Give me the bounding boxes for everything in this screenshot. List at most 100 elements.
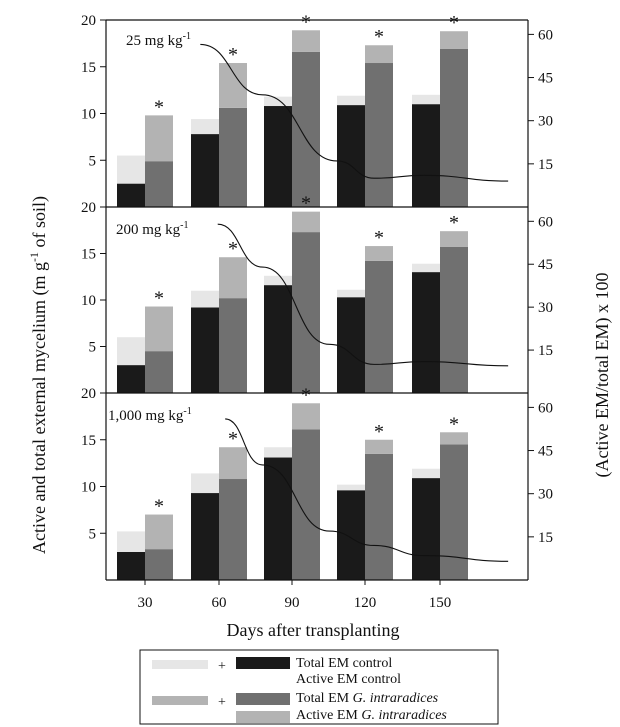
legend-label-active-gi-italic: G. intraradices bbox=[361, 708, 447, 723]
bar-active-control bbox=[264, 96, 292, 107]
left-tick-label: 5 bbox=[89, 153, 97, 169]
axes-layer: 5 10 15 20 15 30 45 60 5 10 15 20 15 30 45 60 5 10 15 20 15 3… bbox=[81, 13, 553, 611]
bar-total-gi bbox=[145, 549, 173, 580]
right-tick-label: 15 bbox=[538, 343, 553, 359]
bar-active-control bbox=[337, 289, 365, 298]
left-tick-label: 15 bbox=[81, 247, 96, 263]
left-tick-label: 20 bbox=[81, 200, 96, 216]
significance-star: * bbox=[154, 496, 164, 518]
y-axis-left-title-sup: -1 bbox=[27, 252, 41, 262]
x-tick-label: 60 bbox=[212, 595, 227, 611]
bar-active-gi bbox=[145, 514, 173, 550]
right-tick-label: 45 bbox=[538, 257, 553, 273]
panel-label-main: 1,000 mg kg bbox=[108, 408, 184, 424]
panel-label-sup: -1 bbox=[183, 31, 191, 42]
legend-swatch-active-control bbox=[152, 660, 208, 669]
panel-label-main: 200 mg kg bbox=[116, 222, 181, 238]
bar-total-gi bbox=[145, 351, 173, 393]
right-tick-label: 30 bbox=[538, 487, 553, 503]
bar-active-control bbox=[117, 155, 145, 184]
bar-active-control bbox=[117, 337, 145, 366]
bar-total-control bbox=[264, 457, 292, 580]
bar-active-gi bbox=[145, 306, 173, 352]
bar-total-gi bbox=[365, 260, 393, 393]
panels-layer: *****25 mg kg-1*****200 mg kg-1**** *1,00… bbox=[108, 11, 509, 580]
labels-layer: Days after transplanting Active and tota… bbox=[27, 196, 613, 640]
x-tick-label: 120 bbox=[354, 595, 377, 611]
y-axis-right-title: (Active EM/total EM) x 100 bbox=[592, 273, 613, 478]
bar-total-gi bbox=[292, 429, 320, 580]
bar-total-gi bbox=[145, 161, 173, 207]
significance-star: * bbox=[228, 428, 238, 450]
y-axis-left-title-main: Active and total external mycelium (m g bbox=[29, 262, 50, 554]
panel-label: 1,000 mg kg-1 bbox=[108, 406, 192, 424]
panel-2: * * * * * 200 mg kg-1 bbox=[116, 193, 509, 393]
ratio-line bbox=[200, 43, 509, 182]
significance-star: * bbox=[449, 413, 459, 435]
right-tick-label: 60 bbox=[538, 400, 553, 416]
bar-total-gi bbox=[292, 51, 320, 207]
panel-label: 200 mg kg-1 bbox=[116, 220, 189, 238]
bar-active-gi bbox=[440, 231, 468, 247]
bar-total-control bbox=[191, 493, 219, 580]
significance-star: * bbox=[374, 26, 384, 48]
legend-swatch-total-control bbox=[236, 657, 290, 669]
bar-active-gi bbox=[440, 432, 468, 445]
x-tick-label: 90 bbox=[285, 595, 300, 611]
x-axis-title: Days after transplanting bbox=[227, 620, 400, 640]
significance-star: * bbox=[374, 421, 384, 443]
bar-total-control bbox=[337, 297, 365, 393]
panel-3: * * * * * 1,000 mg kg-1 bbox=[108, 384, 509, 580]
bar-active-gi bbox=[292, 30, 320, 52]
bar-active-control bbox=[412, 263, 440, 273]
significance-star: * bbox=[154, 288, 164, 310]
right-tick-label: 15 bbox=[538, 530, 553, 546]
legend: + Total EM control Active EM control + T… bbox=[139, 649, 499, 725]
left-tick-label: 20 bbox=[81, 386, 96, 402]
left-tick-label: 5 bbox=[89, 340, 97, 356]
bar-total-control bbox=[337, 105, 365, 207]
bar-total-control bbox=[117, 551, 145, 580]
ratio-line bbox=[217, 223, 509, 367]
legend-plus-gi: + bbox=[218, 695, 226, 710]
significance-star: * bbox=[228, 238, 238, 260]
bar-active-gi bbox=[219, 447, 247, 480]
left-tick-label: 20 bbox=[81, 13, 96, 29]
bar-active-control bbox=[412, 94, 440, 105]
significance-star: * bbox=[449, 12, 459, 34]
bar-active-control bbox=[412, 468, 440, 479]
left-tick-label: 15 bbox=[81, 433, 96, 449]
panel-label-sup: -1 bbox=[183, 406, 191, 417]
bar-active-gi bbox=[440, 31, 468, 49]
bar-total-gi bbox=[440, 444, 468, 580]
bar-active-gi bbox=[292, 211, 320, 233]
significance-star: * bbox=[301, 384, 311, 406]
bar-total-control bbox=[191, 134, 219, 207]
bar-total-control bbox=[191, 307, 219, 393]
panel-label-sup: -1 bbox=[180, 220, 188, 231]
bar-active-gi bbox=[219, 257, 247, 299]
bar-active-control bbox=[337, 484, 365, 491]
right-tick-label: 15 bbox=[538, 157, 553, 173]
bar-active-gi bbox=[365, 45, 393, 64]
x-tick-label: 150 bbox=[429, 595, 452, 611]
y-axis-left-title: Active and total external mycelium (m g-… bbox=[27, 196, 50, 554]
bar-active-control bbox=[191, 473, 219, 494]
significance-star: * bbox=[228, 44, 238, 66]
bar-total-control bbox=[264, 106, 292, 207]
ratio-line bbox=[225, 418, 509, 562]
legend-label-active-gi-plain: Active EM bbox=[296, 708, 361, 723]
y-axis-left-title-end: of soil) bbox=[29, 196, 50, 252]
bar-active-control bbox=[264, 275, 292, 286]
right-tick-label: 30 bbox=[538, 114, 553, 130]
bar-active-control bbox=[117, 531, 145, 552]
bar-active-control bbox=[264, 447, 292, 458]
right-tick-label: 45 bbox=[538, 444, 553, 460]
bar-total-gi bbox=[365, 453, 393, 580]
bar-total-gi bbox=[365, 63, 393, 208]
bar-total-control bbox=[412, 478, 440, 580]
legend-label-total-control: Total EM control bbox=[296, 656, 392, 671]
bar-active-gi bbox=[292, 403, 320, 430]
bar-total-control bbox=[264, 285, 292, 393]
right-tick-label: 60 bbox=[538, 214, 553, 230]
